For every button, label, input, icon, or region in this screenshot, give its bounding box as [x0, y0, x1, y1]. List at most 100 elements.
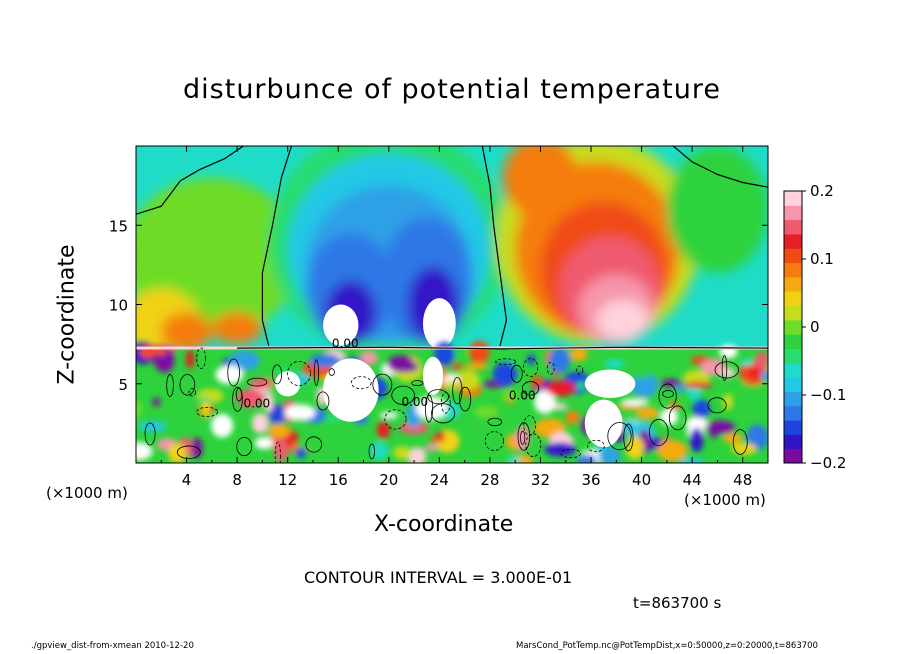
turbulent-cell [136, 400, 142, 418]
contour-small [510, 364, 523, 383]
turbulent-cell [740, 358, 754, 366]
turbulent-cell [463, 363, 489, 370]
turbulent-cell [531, 375, 544, 389]
turbulent-cell [136, 442, 153, 461]
contour-small [521, 381, 540, 396]
contour-small [227, 358, 240, 387]
contour-small [316, 391, 330, 411]
turbulent-cell [251, 413, 269, 434]
turbulent-cell [264, 392, 274, 413]
turbulent-cell [309, 353, 341, 368]
contour-small [707, 397, 727, 414]
x-tick-label: 48 [733, 471, 752, 489]
contour-small [732, 429, 748, 455]
contour-zero-left [261, 146, 293, 346]
x-tick-label: 40 [632, 471, 651, 489]
x-tick-label: 12 [278, 471, 297, 489]
contour-small [607, 422, 632, 451]
turbulent-cell [393, 446, 412, 460]
contour-interval-text: CONTOUR INTERVAL = 3.000E-01 [304, 568, 573, 587]
saturated-cell [323, 358, 379, 422]
contour-small [431, 403, 456, 424]
turbulent-cell [254, 437, 274, 450]
turbulent-cell [722, 393, 734, 411]
field-blob [161, 312, 212, 351]
colorbar-swatch [784, 205, 802, 221]
turbulent-cell [446, 379, 459, 391]
contour-small [305, 436, 323, 453]
contour-label: 0.00 [243, 397, 270, 411]
colorbar-swatch [784, 262, 802, 278]
turbulent-cell [492, 362, 518, 387]
contour-small [546, 361, 555, 375]
turbulent-cell [376, 420, 390, 439]
x-tick-label: 16 [329, 471, 348, 489]
contour-zero-right [481, 146, 508, 346]
turbulent-cell [747, 367, 765, 379]
turbulent-cell [284, 404, 316, 421]
turbulent-cell [501, 389, 518, 401]
contour-small [668, 405, 687, 431]
contour-small [520, 430, 526, 445]
turbulent-cell [474, 405, 499, 418]
colorbar-swatch [784, 291, 802, 307]
turbulent-cell [667, 402, 682, 410]
contour-small [328, 368, 335, 376]
turbulent-cell [692, 399, 711, 419]
turbulent-cell [236, 388, 265, 408]
turbulent-cell [746, 385, 766, 395]
colorbar-swatch [784, 319, 802, 335]
saturated-core [422, 298, 456, 349]
contour-small [166, 374, 174, 397]
contour-small [427, 389, 449, 405]
contour-small [658, 383, 677, 409]
turbulent-cell [604, 359, 625, 369]
contour-small [247, 377, 268, 387]
contour-small [179, 374, 196, 396]
colorbar-swatch [784, 420, 802, 435]
contour-small [495, 358, 517, 366]
contour-label: 0.00 [509, 389, 536, 403]
contour-zero-topleft [136, 146, 244, 215]
saturated-cell [422, 356, 444, 395]
contour-small [560, 448, 581, 459]
contour-small [391, 385, 415, 405]
chart-title: disturbunce of potential temperature [183, 74, 721, 105]
colorbar-swatch [784, 362, 802, 378]
contour-inversion [237, 346, 768, 350]
turbulent-cell [683, 381, 713, 389]
turbulent-cell [359, 350, 378, 366]
turbulent-cell [548, 347, 571, 374]
colorbar-tick-label: 0.2 [810, 182, 834, 200]
x-tick-label: 32 [531, 471, 550, 489]
colorbar-swatch [784, 219, 802, 235]
contour-small [576, 365, 584, 375]
contour-small [350, 376, 372, 390]
colorbar-swatch [784, 334, 802, 349]
y-tick-label: 10 [109, 297, 128, 315]
contour-small [236, 436, 253, 457]
x-tick-label: 44 [683, 471, 702, 489]
colorbar-tick-label: −0.2 [810, 454, 846, 472]
x-unit-label-right: (×1000 m) [684, 491, 766, 509]
contour-small [623, 423, 634, 452]
footer-data-source: MarsCond_PotTemp.nc@PotTempDist,x=0:5000… [516, 641, 818, 651]
x-tick-label: 20 [379, 471, 398, 489]
field-blob [597, 299, 648, 341]
turbulent-cell [138, 421, 167, 432]
turbulent-cell [760, 371, 768, 381]
colorbar-swatch [784, 377, 802, 392]
contour-label: 0.00 [401, 395, 428, 409]
turbulent-cell [228, 350, 260, 371]
turbulent-cell [215, 365, 244, 385]
y-tick-label: 5 [118, 376, 128, 394]
turbulent-cell [424, 444, 439, 452]
contour-small [313, 359, 319, 386]
turbulent-cell [631, 371, 659, 398]
contour-small [662, 390, 675, 398]
turbulent-cell [465, 419, 493, 435]
colorbar-swatch [784, 448, 802, 464]
colorbar-swatch [784, 391, 802, 407]
colorbar: 0.2 0.1 0 −0.1 −0.2 [783, 182, 846, 472]
contour-label: 0.00 [332, 336, 359, 350]
